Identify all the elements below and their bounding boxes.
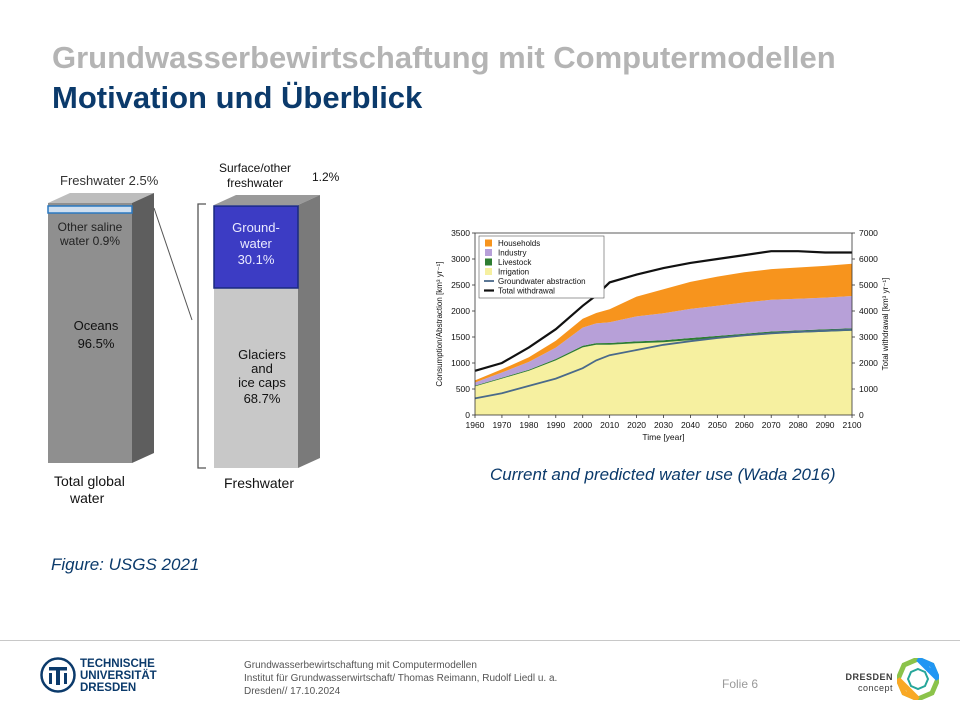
oceans-segment [48,203,132,463]
x-tick-label: 2000 [573,420,592,430]
y-left-tick-label: 1000 [451,358,470,368]
legend-label: Households [498,239,540,248]
fresh-bar-side [298,195,320,468]
y-left-tick-label: 500 [456,384,470,394]
legend-swatch [485,239,492,247]
water-distribution-figure: Freshwater 2.5% Other saline water 0.9% … [47,161,340,506]
glaciers-line3: ice caps [238,375,286,390]
x-tick-label: 2040 [681,420,700,430]
ground-pct: 30.1% [238,252,275,267]
y-left-tick-label: 2500 [451,280,470,290]
x-tick-label: 1960 [466,420,485,430]
other-saline-line2: water 0.9% [59,234,120,248]
total-bar-side [132,193,154,463]
total-bar-top [48,193,154,203]
legend-label: Total withdrawal [498,287,555,296]
legend-swatch [485,258,492,266]
other-saline-line1: Other saline [58,220,123,234]
total-label-line1: Total global [54,473,125,489]
dresden-concept-wordmark: DRESDEN concept [835,672,893,694]
y-right-axis-label: Total withdrawal [km³ yr⁻¹] [881,278,890,371]
ground-line2: water [239,236,272,251]
footer-date: Dresden// 17.10.2024 [244,686,341,697]
y-left-axis-label: Consumption/Abstraction [km³ yr⁻¹] [435,261,444,386]
fresh-bar-top [214,195,320,205]
x-tick-label: 2030 [654,420,673,430]
surface-pct: 1.2% [312,170,340,184]
footer-institute: Institut für Grundwasserwirtschaft/ Thom… [244,673,558,684]
figure-caption: Figure: USGS 2021 [51,555,200,574]
x-tick-label: 2080 [789,420,808,430]
footer-divider [0,640,960,641]
ground-line1: Ground- [232,220,280,235]
legend-swatch [485,268,492,275]
x-tick-label: 2090 [816,420,835,430]
legend-box [478,235,605,299]
y-right-tick-label: 4000 [859,306,878,316]
y-left-tick-label: 3000 [451,254,470,264]
area-households [475,263,852,383]
footer-course: Grundwasserbewirtschaftung mit Computerm… [244,660,477,671]
tu-dresden-wordmark: TECHNISCHE UNIVERSITÄT DRESDEN [80,658,157,694]
legend-swatch [485,249,492,256]
y-right-tick-label: 1000 [859,384,878,394]
y-left-tick-label: 1500 [451,332,470,342]
freshwater-label: Freshwater [224,475,294,491]
partner-line2: concept [857,683,893,693]
footer-info: Grundwasserbewirtschaftung mit Computerm… [244,659,557,698]
x-axis-label: Time [year] [642,432,684,442]
area-industry [475,296,852,386]
partner-line1: DRESDEN [845,672,893,682]
y-right-tick-label: 5000 [859,280,878,290]
x-tick-label: 1970 [492,420,511,430]
area-irrigation [475,330,852,415]
y-right-tick-label: 3000 [859,332,878,342]
freshwater-pct-label: Freshwater 2.5% [60,173,159,188]
x-tick-label: 2020 [627,420,646,430]
freshwater-bracket [197,203,206,469]
y-left-tick-label: 2000 [451,306,470,316]
y-right-tick-label: 2000 [859,358,878,368]
groundwater-segment [213,205,299,289]
connector-line [153,207,193,321]
x-tick-label: 2060 [735,420,754,430]
x-tick-label: 2070 [762,420,781,430]
groundwater-abstraction-line [474,328,853,400]
logo-line3: DRESDEN [80,682,137,694]
logo-line1: TECHNISCHE [80,658,155,670]
presentation-title: Grundwasserbewirtschaftung mit Computerm… [52,40,836,75]
x-tick-label: 2010 [600,420,619,430]
freshwater-slice [47,205,133,214]
x-tick-label: 1980 [519,420,538,430]
y-right-tick-label: 0 [859,410,864,420]
y-right-tick-label: 7000 [859,228,878,238]
legend-label: Groundwater abstraction [498,277,586,286]
total-label-line2: water [69,490,105,506]
glaciers-pct: 68.7% [244,391,281,406]
chart-caption: Current and predicted water use (Wada 20… [490,465,836,484]
x-tick-label: 2050 [708,420,727,430]
y-left-tick-label: 0 [465,410,470,420]
legend-label: Livestock [498,258,532,267]
water-use-chart: 1960 1970 1980 1990 2000 2010 2020 2030 2040 2050… [435,228,890,442]
slide-number: Folie 6 [722,677,759,691]
y-left-tick-label: 3500 [451,228,470,238]
total-withdrawal-line [474,250,852,372]
slide-title: Motivation und Überblick [52,80,423,115]
legend-label: Industry [498,249,526,258]
x-tick-label: 1990 [546,420,565,430]
oceans-label: Oceans [74,318,119,333]
oceans-pct: 96.5% [78,336,115,351]
tu-dresden-logo-icon [40,657,76,693]
dresden-concept-logo-icon [897,658,939,700]
legend-label: Irrigation [498,268,529,277]
surface-line1: Surface/other [219,161,291,175]
x-tick-label: 2100 [843,420,862,430]
surface-line2: freshwater [227,176,283,190]
y-right-tick-label: 6000 [859,254,878,264]
glaciers-line1: Glaciers [238,347,286,362]
logo-line2: UNIVERSITÄT [80,670,157,682]
glaciers-line2: and [251,361,273,376]
